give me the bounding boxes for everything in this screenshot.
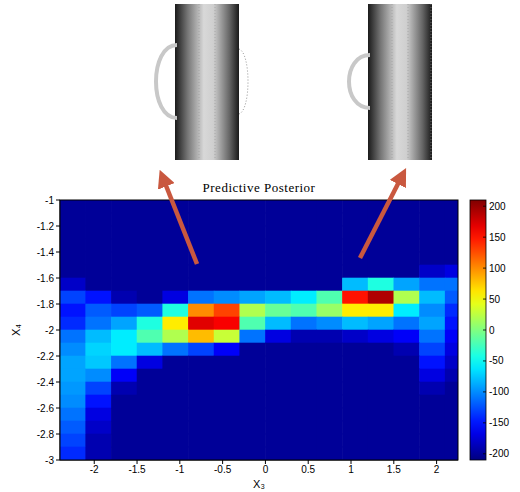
svg-text:0: 0	[489, 325, 495, 336]
svg-text:-1: -1	[45, 195, 54, 206]
svg-text:-1.5: -1.5	[128, 464, 146, 475]
svg-text:-100: -100	[489, 386, 509, 397]
svg-text:150: 150	[489, 232, 506, 243]
svg-text:-150: -150	[489, 417, 509, 428]
svg-text:-2.2: -2.2	[37, 351, 55, 362]
svg-text:-2.8: -2.8	[37, 429, 55, 440]
svg-text:-0.5: -0.5	[214, 464, 232, 475]
svg-text:2: 2	[434, 464, 440, 475]
svg-text:-50: -50	[489, 355, 504, 366]
svg-text:-2.6: -2.6	[37, 403, 55, 414]
svg-text:-2: -2	[90, 464, 99, 475]
svg-text:-1.6: -1.6	[37, 273, 55, 284]
svg-text:-1.4: -1.4	[37, 247, 55, 258]
svg-text:-1.2: -1.2	[37, 221, 55, 232]
svg-text:-1: -1	[175, 464, 184, 475]
svg-text:-1.8: -1.8	[37, 299, 55, 310]
svg-text:1: 1	[348, 464, 354, 475]
svg-text:100: 100	[489, 263, 506, 274]
svg-text:-200: -200	[489, 448, 509, 459]
svg-text:-2.4: -2.4	[37, 377, 55, 388]
svg-text:-3: -3	[45, 455, 54, 466]
svg-text:0.5: 0.5	[301, 464, 315, 475]
svg-text:-2: -2	[45, 325, 54, 336]
svg-text:0: 0	[263, 464, 269, 475]
svg-text:X₃: X₃	[253, 478, 265, 490]
svg-text:Predictive Posterior: Predictive Posterior	[203, 180, 316, 195]
svg-text:X₄: X₄	[10, 324, 22, 336]
svg-text:50: 50	[489, 294, 501, 305]
svg-text:1.5: 1.5	[387, 464, 401, 475]
svg-text:200: 200	[489, 201, 506, 212]
